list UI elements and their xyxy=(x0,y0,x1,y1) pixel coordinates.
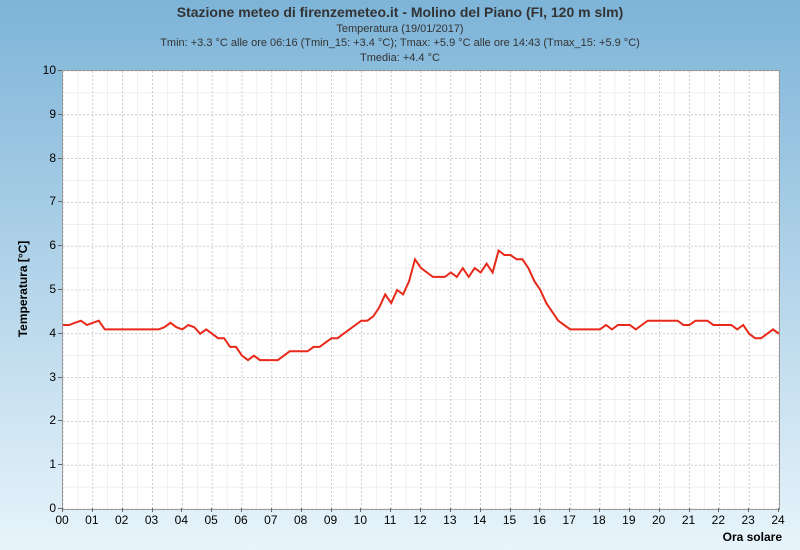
ytick-label: 7 xyxy=(38,194,56,208)
xtick-label: 16 xyxy=(533,513,546,527)
xtick-label: 09 xyxy=(324,513,337,527)
chart-title: Stazione meteo di firenzemeteo.it - Moli… xyxy=(0,4,800,20)
xtick-label: 00 xyxy=(55,513,68,527)
xtick-label: 11 xyxy=(384,513,396,527)
chart-container: Stazione meteo di firenzemeteo.it - Moli… xyxy=(0,0,800,550)
xtick-label: 08 xyxy=(294,513,307,527)
ytick-label: 2 xyxy=(38,413,56,427)
plot-area xyxy=(62,70,780,510)
subtitle-line-2: Tmin: +3.3 °C alle ore 06:16 (Tmin_15: +… xyxy=(160,37,640,49)
ytick-label: 0 xyxy=(38,501,56,515)
ytick-label: 4 xyxy=(38,326,56,340)
xtick-label: 17 xyxy=(562,513,575,527)
chart-subtitle: Temperatura (19/01/2017) Tmin: +3.3 °C a… xyxy=(0,22,800,65)
ytick-label: 1 xyxy=(38,457,56,471)
xtick-label: 12 xyxy=(413,513,426,527)
ytick-label: 10 xyxy=(38,63,56,77)
xtick-label: 22 xyxy=(712,513,725,527)
xtick-label: 07 xyxy=(264,513,277,527)
xtick-label: 10 xyxy=(354,513,367,527)
xtick-label: 14 xyxy=(473,513,486,527)
xtick-label: 05 xyxy=(204,513,217,527)
xtick-label: 15 xyxy=(503,513,516,527)
x-axis-label: Ora solare xyxy=(723,530,782,544)
xtick-label: 18 xyxy=(592,513,605,527)
xtick-label: 24 xyxy=(771,513,784,527)
xtick-label: 01 xyxy=(85,513,98,527)
ytick-label: 6 xyxy=(38,238,56,252)
xtick-label: 06 xyxy=(234,513,247,527)
xtick-label: 13 xyxy=(443,513,456,527)
xtick-label: 02 xyxy=(115,513,128,527)
subtitle-line-1: Temperatura (19/01/2017) xyxy=(336,23,463,35)
ytick-label: 5 xyxy=(38,282,56,296)
xtick-label: 23 xyxy=(741,513,754,527)
y-axis-label: Temperatura [°C] xyxy=(16,241,30,338)
ytick-label: 3 xyxy=(38,370,56,384)
xtick-label: 19 xyxy=(622,513,635,527)
ytick-label: 8 xyxy=(38,151,56,165)
xtick-label: 04 xyxy=(175,513,188,527)
xtick-label: 03 xyxy=(145,513,158,527)
xtick-label: 21 xyxy=(682,513,695,527)
xtick-label: 20 xyxy=(652,513,665,527)
subtitle-line-3: Tmedia: +4.4 °C xyxy=(360,52,440,64)
ytick-label: 9 xyxy=(38,107,56,121)
grid-svg xyxy=(63,71,779,509)
